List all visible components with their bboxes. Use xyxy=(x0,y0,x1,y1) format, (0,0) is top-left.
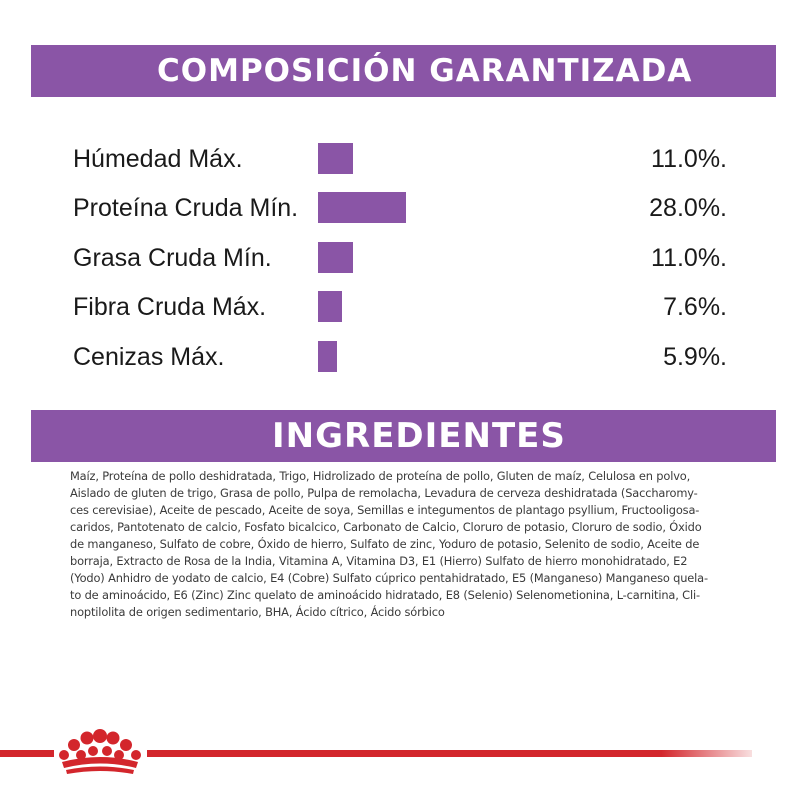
ingredients-line: Maíz, Proteína de pollo deshidratada, Tr… xyxy=(70,469,691,483)
nutrient-value: 11.0%. xyxy=(651,145,727,173)
nutrient-label: Húmedad Máx. xyxy=(73,145,243,173)
nutrient-row-cenizas: Cenizas Máx. 5.9%. xyxy=(0,339,800,375)
nutrient-bar xyxy=(318,192,406,223)
ingredients-line: ces cerevisiae), Aceite de pescado, Acei… xyxy=(70,503,700,517)
ingredients-line: borraja, Extracto de Rosa de la India, V… xyxy=(70,554,688,568)
ingredients-line: (Yodo) Anhidro de yodato de calcio, E4 (… xyxy=(70,571,708,585)
nutrient-bar xyxy=(318,341,337,372)
footer-red-line-right xyxy=(147,750,752,757)
composition-banner: COMPOSICIÓN GARANTIZADA xyxy=(31,45,776,97)
ingredients-line: de manganeso, Sulfato de cobre, Óxido de… xyxy=(70,537,700,551)
ingredients-title: INGREDIENTES xyxy=(272,416,566,456)
nutrient-value: 28.0%. xyxy=(649,194,727,222)
nutrient-label: Proteína Cruda Mín. xyxy=(73,194,299,222)
nutrient-label: Grasa Cruda Mín. xyxy=(73,244,272,272)
nutrient-value: 5.9%. xyxy=(663,343,727,371)
nutrient-row-humedad: Húmedad Máx. 11.0%. xyxy=(0,141,800,177)
nutrient-value: 7.6%. xyxy=(663,293,727,321)
royal-canin-crown-icon xyxy=(59,729,141,774)
nutrient-label: Cenizas Máx. xyxy=(73,343,225,371)
ingredients-line: to de aminoácido, E6 (Zinc) Zinc quelato… xyxy=(70,588,700,602)
nutrient-bar xyxy=(318,291,342,322)
nutrient-row-grasa: Grasa Cruda Mín. 11.0%. xyxy=(0,240,800,276)
ingredients-line: Aislado de gluten de trigo, Grasa de pol… xyxy=(70,486,698,500)
footer-red-line-left xyxy=(0,750,54,757)
ingredients-line: noptilolita de origen sedimentario, BHA,… xyxy=(70,605,445,619)
nutrient-label: Fibra Cruda Máx. xyxy=(73,293,267,321)
nutrient-value: 11.0%. xyxy=(651,244,727,272)
ingredients-banner: INGREDIENTES xyxy=(31,410,776,462)
composition-title: COMPOSICIÓN GARANTIZADA xyxy=(157,53,693,89)
nutrient-row-fibra: Fibra Cruda Máx. 7.6%. xyxy=(0,289,800,325)
nutrient-bar xyxy=(318,143,353,174)
ingredients-line: caridos, Pantotenato de calcio, Fosfato … xyxy=(70,520,702,534)
nutrient-row-proteina: Proteína Cruda Mín. 28.0%. xyxy=(0,190,800,226)
ingredients-text: Maíz, Proteína de pollo deshidratada, Tr… xyxy=(70,468,742,621)
nutrient-bar xyxy=(318,242,353,273)
